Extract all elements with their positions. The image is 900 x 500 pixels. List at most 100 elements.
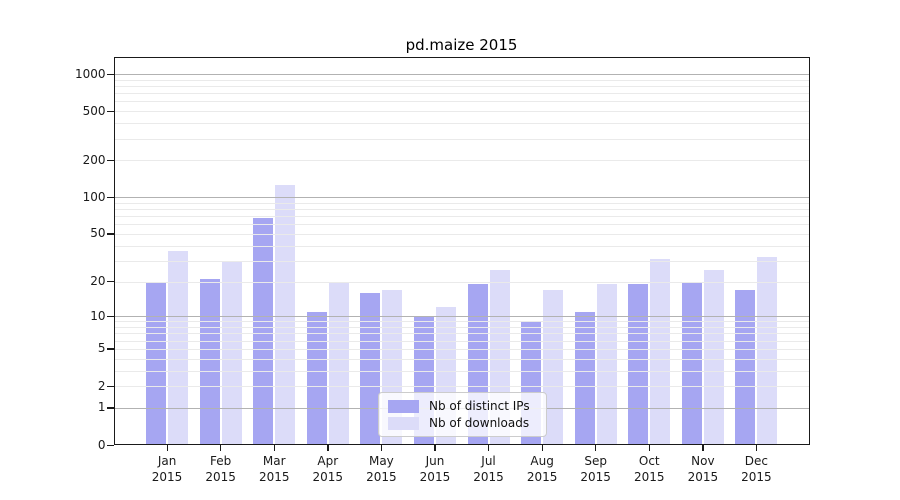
gridline-minor-2: [114, 386, 809, 387]
y-tick-200: [106, 159, 114, 161]
y-tick-1000: [106, 73, 114, 75]
bar-downloads-nov: [703, 270, 724, 444]
gridline-minor-20: [114, 281, 809, 283]
gridline-major-100: [114, 197, 809, 199]
x-tick-nov: [702, 445, 704, 451]
bar-distinct-ips-mar: [253, 218, 274, 444]
bar-distinct-ips-oct: [628, 284, 649, 444]
x-tick-label-jul: Jul 2015: [473, 454, 504, 484]
x-tick-mar: [273, 445, 276, 451]
gridline-minor-200: [114, 160, 809, 162]
bar-distinct-ips-may: [360, 292, 381, 444]
x-tick-label-nov: Nov 2015: [687, 454, 719, 484]
y-tick-label-0: 0: [97, 437, 106, 452]
y-tick-10: [106, 315, 114, 318]
gridline-minor-90: [114, 202, 809, 204]
y-tick-500: [106, 110, 114, 112]
x-tick-dec: [755, 445, 758, 451]
bar-downloads-feb: [221, 262, 242, 444]
gridline-minor-700: [114, 93, 809, 95]
x-tick-label-jan: Jan 2015: [151, 454, 183, 484]
gridline-minor-800: [114, 85, 809, 87]
bar-distinct-ips-apr: [306, 311, 327, 444]
gridline-minor-9: [114, 321, 809, 323]
gridline-minor-500: [114, 111, 809, 113]
bar-distinct-ips-feb: [199, 279, 220, 444]
x-tick-label-sep: Sep 2015: [580, 454, 611, 484]
x-tick-feb: [220, 445, 222, 451]
x-tick-may: [380, 445, 383, 451]
x-tick-apr: [327, 445, 329, 451]
x-tick-oct: [648, 445, 651, 451]
x-tick-label-jun: Jun 2015: [419, 454, 451, 484]
y-tick-1: [106, 407, 114, 409]
gridline-minor-70: [114, 216, 809, 218]
y-tick-label-5: 5: [97, 341, 106, 356]
chart-title: pd.maize 2015: [405, 36, 518, 54]
x-tick-label-aug: Aug 2015: [526, 454, 558, 484]
x-tick-jun: [434, 445, 436, 451]
bar-downloads-dec: [757, 257, 778, 444]
gridline-major-10: [114, 316, 809, 318]
gridline-minor-80: [114, 209, 809, 211]
y-tick-label-1000: 1000: [74, 66, 106, 81]
gridline-major-1000: [114, 74, 809, 75]
x-tick-jan: [166, 445, 168, 451]
gridline-minor-60: [114, 224, 809, 226]
legend-label-downloads: Nb of downloads: [429, 416, 530, 430]
y-tick-label-1: 1: [97, 400, 106, 415]
x-tick-label-dec: Dec 2015: [741, 454, 772, 484]
gridline-minor-50: [114, 233, 809, 235]
gridline-minor-3: [114, 370, 809, 372]
y-tick-label-10: 10: [90, 308, 106, 323]
y-tick-2: [106, 385, 114, 387]
y-tick-label-2: 2: [97, 378, 106, 393]
legend-swatch-downloads: [388, 416, 419, 430]
legend-entry-downloads: Nb of downloads: [388, 416, 546, 430]
bar-distinct-ips-dec: [735, 289, 756, 444]
bar-downloads-jan: [168, 251, 189, 444]
y-tick-label-500: 500: [82, 103, 106, 118]
x-tick-jul: [488, 445, 490, 451]
x-tick-label-may: May 2015: [366, 454, 397, 484]
bar-downloads-sep: [596, 284, 617, 444]
y-tick-100: [106, 196, 114, 198]
y-tick-0: [106, 444, 114, 446]
bar-downloads-oct: [650, 258, 671, 444]
gridline-minor-4: [114, 358, 809, 360]
gridline-minor-5: [114, 348, 809, 350]
legend-entry-distinct-ips: Nb of distinct IPs: [388, 399, 546, 413]
x-tick-sep: [595, 445, 597, 451]
y-tick-label-20: 20: [90, 274, 106, 288]
gridline-minor-600: [114, 101, 809, 103]
y-tick-label-200: 200: [82, 152, 106, 167]
gridline-minor-400: [114, 123, 809, 125]
gridline-minor-40: [114, 245, 809, 247]
plot-frame: [113, 57, 810, 445]
x-tick-aug: [541, 445, 543, 451]
gridline-minor-7: [114, 333, 809, 335]
legend-swatch-distinct-ips: [388, 399, 419, 413]
x-tick-label-feb: Feb 2015: [205, 454, 236, 484]
y-tick-20: [106, 281, 114, 283]
bar-distinct-ips-sep: [574, 311, 595, 444]
legend: Nb of distinct IPs Nb of downloads: [378, 392, 547, 437]
gridline-minor-8: [114, 327, 809, 328]
x-tick-label-apr: Apr 2015: [312, 454, 344, 484]
legend-label-distinct-ips: Nb of distinct IPs: [429, 399, 530, 413]
gridline-minor-6: [114, 340, 809, 342]
y-tick-label-100: 100: [82, 189, 106, 204]
x-tick-label-oct: Oct 2015: [633, 454, 665, 484]
y-tick-5: [106, 348, 114, 350]
y-tick-50: [106, 233, 114, 235]
gridline-minor-30: [114, 260, 809, 262]
x-tick-label-mar: Mar 2015: [258, 454, 290, 484]
y-tick-label-50: 50: [90, 226, 106, 241]
bar-downloads-aug: [543, 289, 564, 444]
gridline-minor-900: [114, 79, 809, 81]
bar-downloads-mar: [275, 185, 296, 444]
gridline-minor-300: [114, 138, 809, 140]
